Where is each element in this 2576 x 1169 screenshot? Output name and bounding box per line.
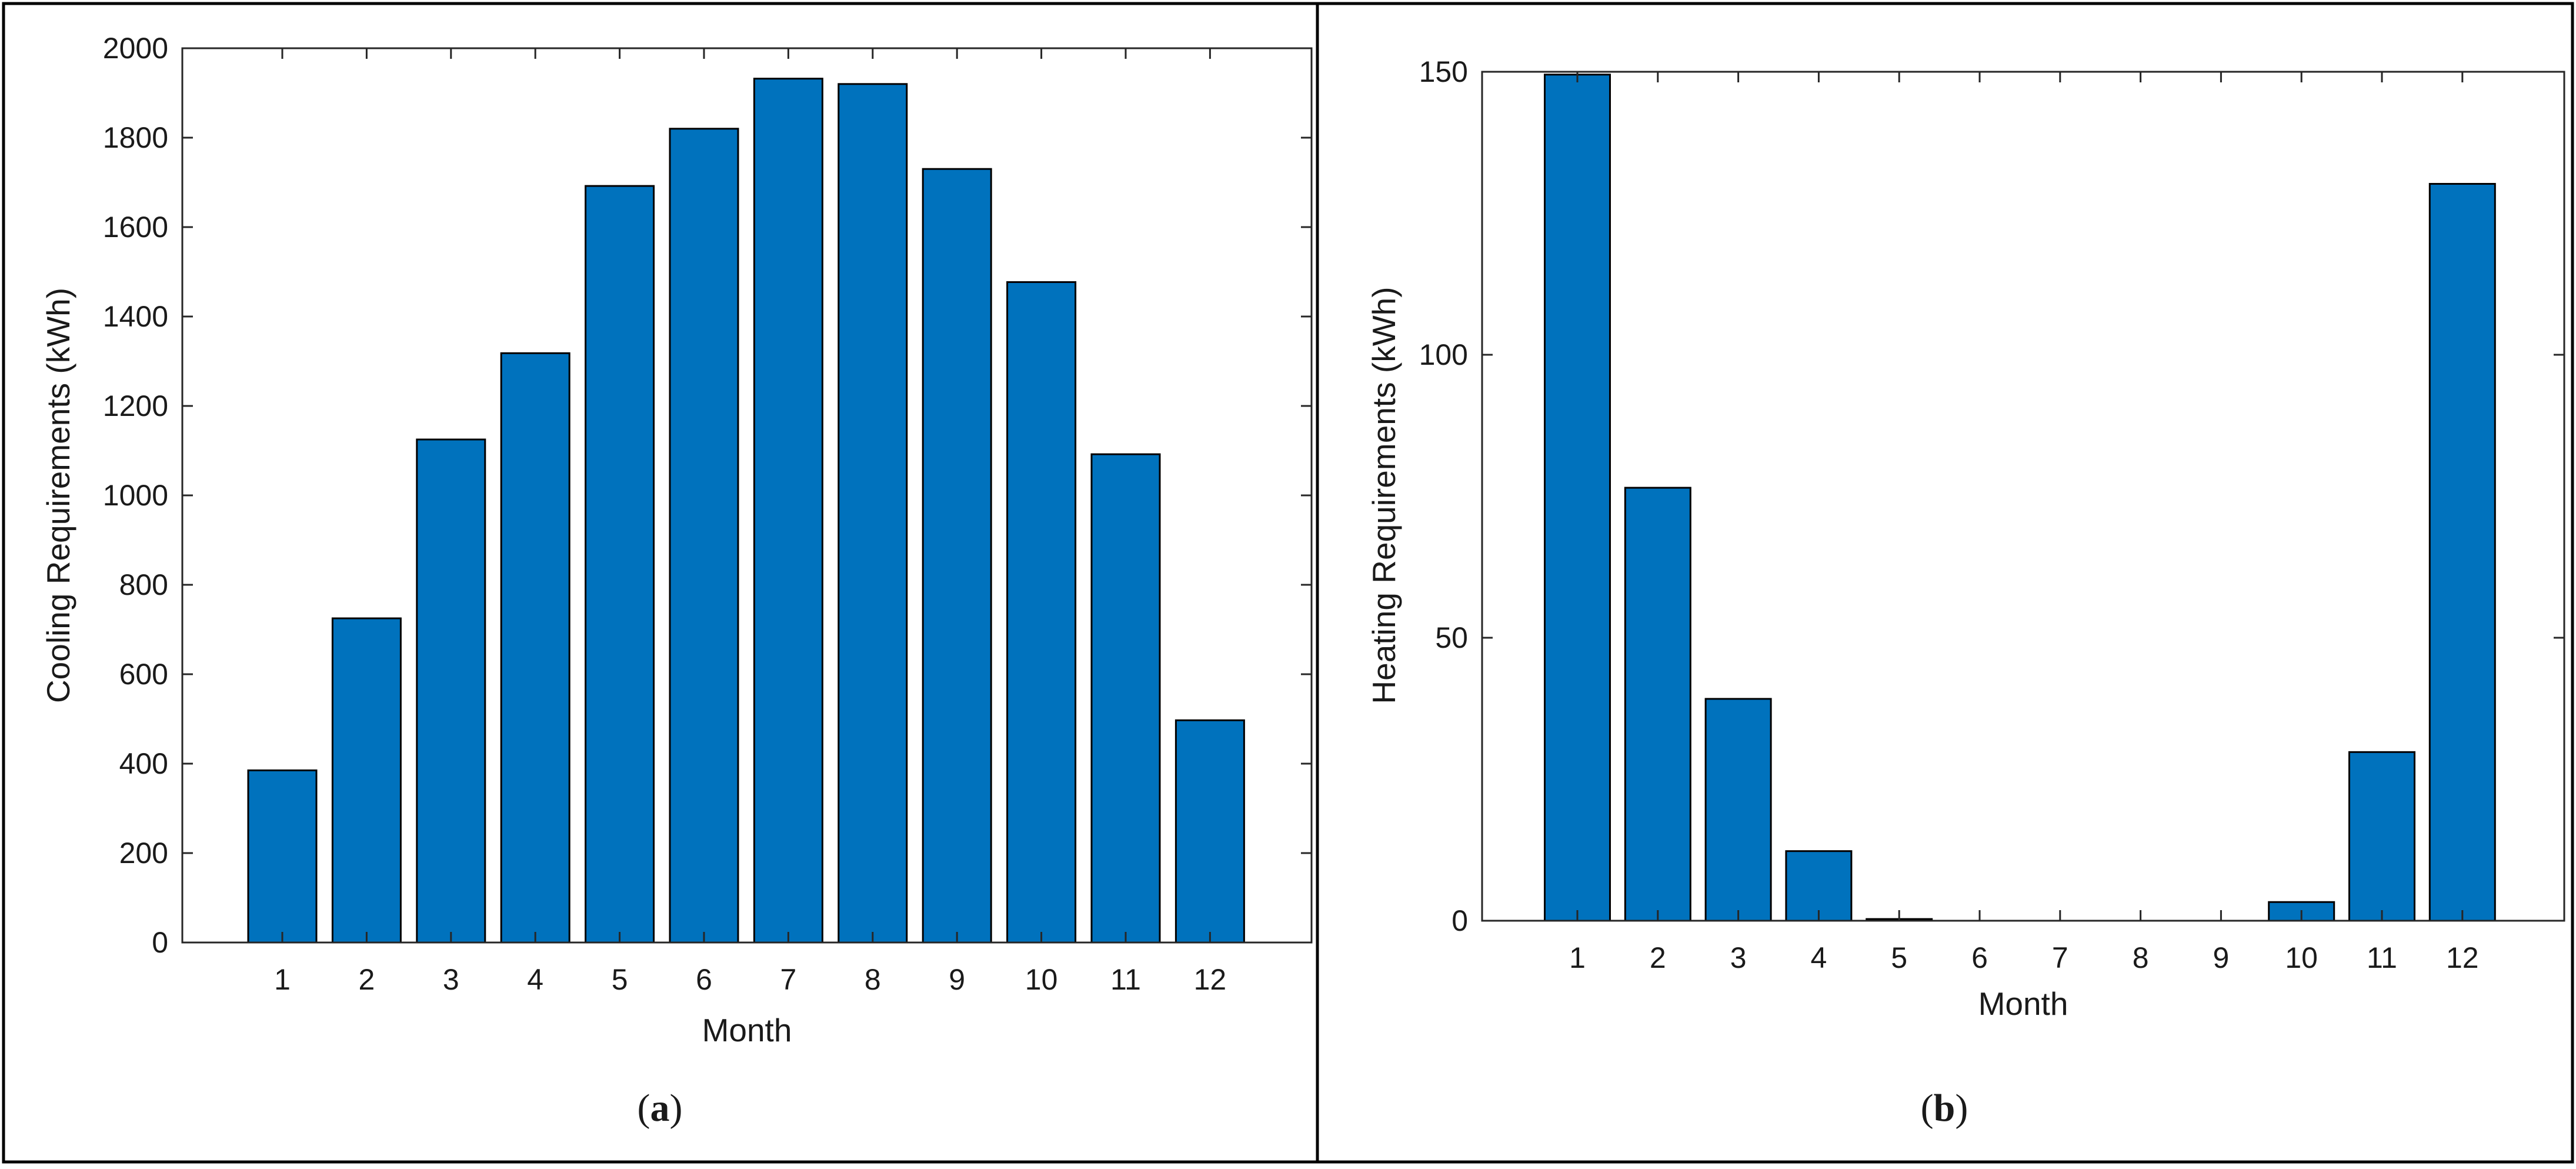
- cooling-x-tick-label: 10: [1025, 963, 1058, 996]
- cooling-y-tick-label: 600: [119, 658, 168, 691]
- cooling-bar-month-4: [500, 352, 570, 944]
- heating-x-tick-label: 10: [2285, 941, 2318, 974]
- cooling-x-tick-label: 1: [274, 963, 291, 996]
- cooling-x-axis-title: Month: [702, 1012, 792, 1048]
- heating-x-tick-label: 3: [1730, 941, 1747, 974]
- cooling-y-tick-label: 2000: [103, 32, 168, 65]
- heating-plot-area: [1481, 71, 2565, 922]
- heating-x-tick-label: 12: [2446, 941, 2479, 974]
- cooling-caption-letter: a: [650, 1087, 670, 1130]
- cooling-y-tick-label: 200: [119, 837, 168, 870]
- heating-y-tick-label: 150: [1419, 55, 1468, 88]
- cooling-x-ticks: 1 2 3 4 5 6 7 8 9 10 11 12: [274, 48, 1226, 996]
- cooling-x-tick-label: 11: [1110, 963, 1141, 996]
- cooling-bar-month-6: [669, 128, 739, 944]
- heating-x-tick-label: 7: [2052, 941, 2068, 974]
- heating-x-tick-label: 1: [1569, 941, 1586, 974]
- heating-x-ticks: 1 2 3 4 5 6 7 8 9 10 11 12: [1569, 72, 2479, 974]
- cooling-bar-month-5: [585, 185, 655, 944]
- cooling-y-tick-label: 800: [119, 568, 168, 601]
- heating-bars: [1544, 74, 2496, 922]
- heating-x-axis-title: Month: [1978, 985, 2068, 1022]
- cooling-bar-month-8: [837, 83, 908, 944]
- cooling-bar-month-12: [1174, 719, 1245, 944]
- heating-bar-month-2: [1624, 487, 1691, 922]
- heating-bar-month-1: [1544, 74, 1611, 922]
- cooling-x-tick-label: 8: [865, 963, 881, 996]
- heating-bar-month-3: [1704, 698, 1772, 922]
- cooling-y-tick-label: 0: [152, 926, 168, 959]
- cooling-bar-month-9: [922, 168, 992, 944]
- cooling-x-tick-label: 4: [527, 963, 543, 996]
- cooling-y-tick-label: 400: [119, 747, 168, 780]
- cooling-x-tick-label: 3: [443, 963, 459, 996]
- heating-bar-month-11: [2348, 751, 2415, 922]
- cooling-y-tick-label: 1600: [103, 211, 168, 244]
- cooling-bar-month-7: [753, 78, 823, 944]
- cooling-panel-caption: (a): [638, 1087, 683, 1130]
- cooling-bar-month-3: [416, 438, 486, 944]
- cooling-x-tick-label: 9: [949, 963, 965, 996]
- heating-y-tick-label: 0: [1451, 904, 1468, 937]
- heating-caption-letter: b: [1934, 1087, 1956, 1130]
- cooling-bar-month-2: [331, 617, 402, 944]
- cooling-bar-month-1: [247, 769, 318, 944]
- cooling-y-ticks: 0 200 400 600 800 1000 1200 1400 1600 1800 2000: [103, 32, 1312, 959]
- cooling-y-tick-label: 1800: [103, 121, 168, 154]
- cooling-plot-area: [181, 47, 1313, 944]
- heating-bar-month-12: [2428, 182, 2496, 922]
- heating-x-tick-label: 11: [2367, 941, 2397, 974]
- heating-y-tick-label: 100: [1419, 338, 1468, 371]
- heating-x-tick-label: 6: [1971, 941, 1988, 974]
- heating-x-tick-label: 4: [1810, 941, 1827, 974]
- cooling-x-tick-label: 6: [696, 963, 712, 996]
- heating-x-tick-label: 2: [1650, 941, 1666, 974]
- heating-x-tick-label: 9: [2213, 941, 2229, 974]
- heating-x-tick-label: 8: [2133, 941, 2149, 974]
- heating-bar-month-4: [1785, 850, 1853, 922]
- heating-y-tick-label: 50: [1435, 621, 1468, 654]
- cooling-y-tick-label: 1000: [103, 479, 168, 512]
- cooling-bar-month-11: [1090, 453, 1161, 944]
- cooling-y-tick-label: 1400: [103, 300, 168, 333]
- cooling-x-tick-label: 2: [358, 963, 375, 996]
- heating-panel-caption: (b): [1921, 1087, 1968, 1130]
- cooling-bar-month-10: [1006, 281, 1077, 944]
- cooling-x-tick-label: 12: [1194, 963, 1227, 996]
- cooling-y-axis-title: Cooling Requirements (kWh): [40, 288, 76, 703]
- cooling-x-tick-label: 5: [612, 963, 628, 996]
- cooling-bars: [247, 78, 1245, 944]
- cooling-x-tick-label: 7: [780, 963, 796, 996]
- heating-x-tick-label: 5: [1891, 941, 1907, 974]
- heating-y-axis-title: Heating Requirements (kWh): [1366, 287, 1402, 704]
- cooling-y-tick-label: 1200: [103, 389, 168, 422]
